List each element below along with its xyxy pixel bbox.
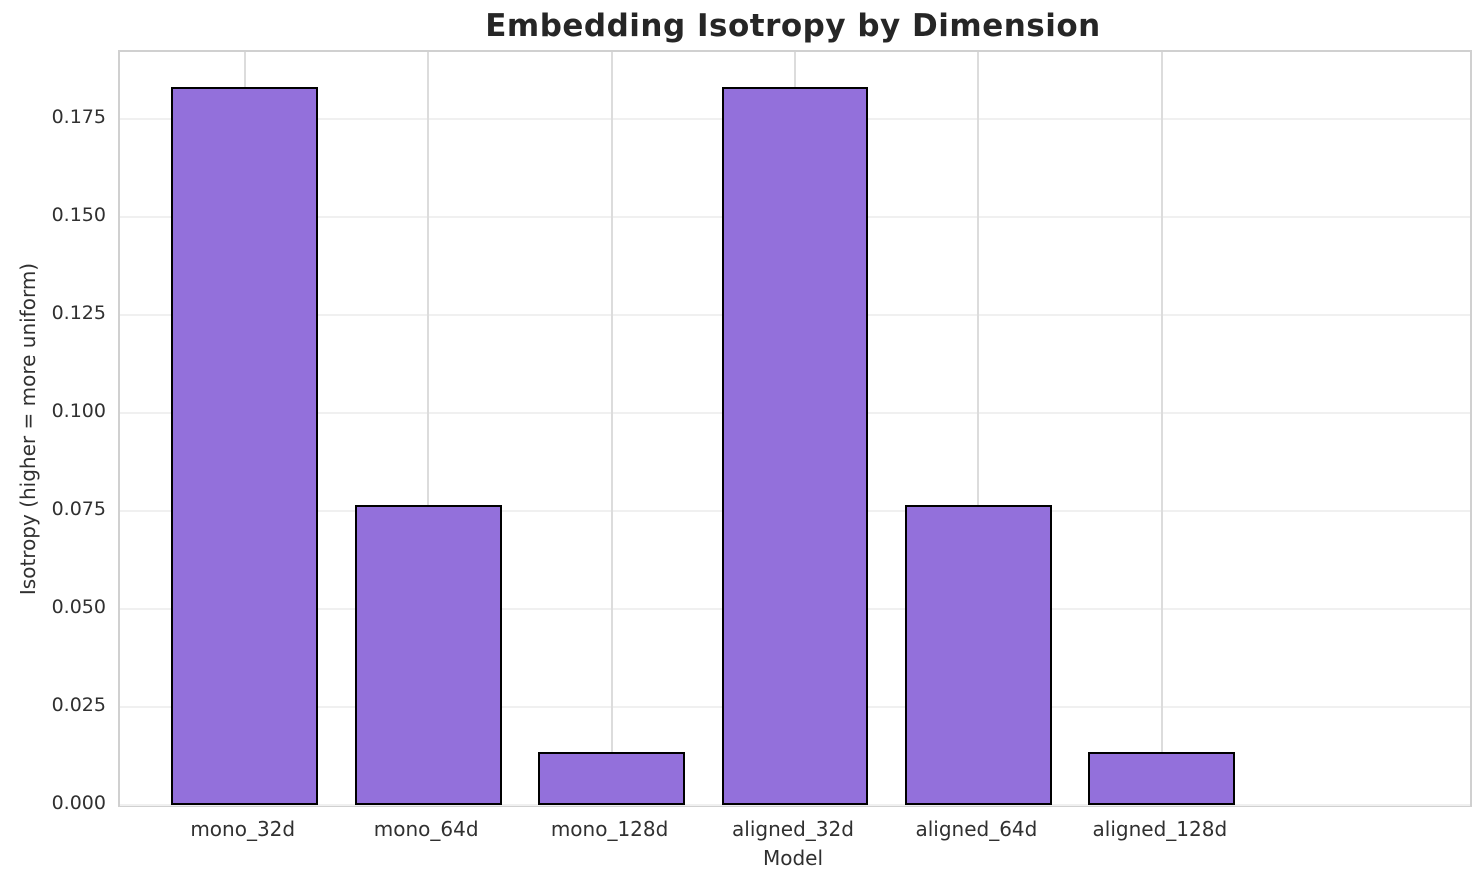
x-gridline xyxy=(427,52,430,805)
x-gridline xyxy=(610,52,613,805)
y-tick-label: 0.075 xyxy=(51,497,106,520)
y-tick-label: 0.150 xyxy=(51,203,106,226)
y-tick-label: 0.100 xyxy=(51,399,106,422)
bar-mono_128d xyxy=(538,752,685,805)
x-tick-label: aligned_32d xyxy=(732,817,854,841)
bar-mono_32d xyxy=(171,87,319,805)
x-tick-label: mono_128d xyxy=(550,817,669,841)
x-tick-label: mono_32d xyxy=(190,817,296,841)
plot-area xyxy=(118,50,1472,807)
bar-mono_64d xyxy=(354,504,502,805)
chart-title: Embedding Isotropy by Dimension xyxy=(485,8,1101,44)
y-tick-label: 0.125 xyxy=(51,301,106,324)
y-tick-label: 0.025 xyxy=(51,693,106,716)
x-gridline xyxy=(977,52,980,805)
y-tick-label: 0.000 xyxy=(51,792,106,814)
bar-aligned_32d xyxy=(721,87,869,805)
x-axis-title: Model xyxy=(762,846,824,870)
y-tick-label: 0.050 xyxy=(51,595,106,618)
x-tick-label: aligned_128d xyxy=(1092,817,1228,841)
y-gridline xyxy=(120,804,1470,806)
y-tick-label: 0.175 xyxy=(51,105,106,128)
bar-aligned_128d xyxy=(1088,752,1236,805)
bar-aligned_64d xyxy=(905,504,1052,805)
y-axis-title: Isotropy (higher = more uniform) xyxy=(16,262,40,596)
x-tick-label: mono_64d xyxy=(373,817,479,841)
x-gridline xyxy=(1160,52,1163,805)
x-tick-label: aligned_64d xyxy=(915,817,1038,841)
